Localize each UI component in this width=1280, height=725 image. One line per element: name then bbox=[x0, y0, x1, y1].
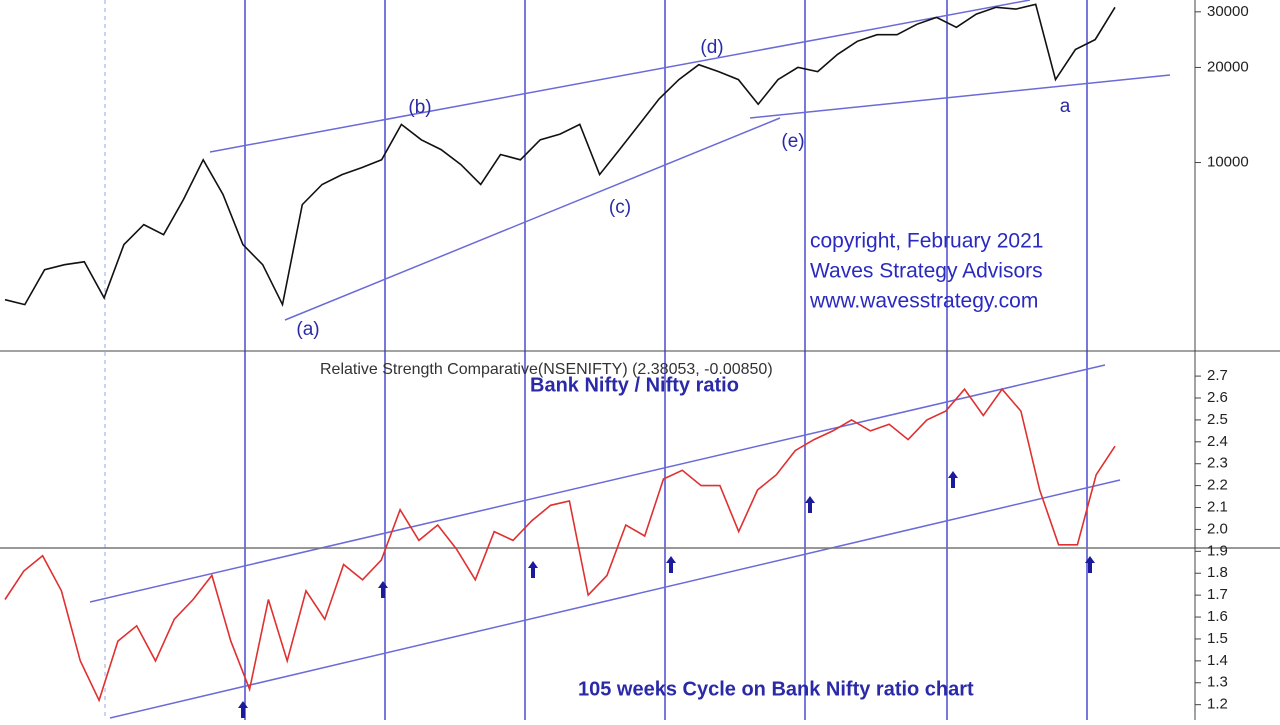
annotation: (e) bbox=[781, 131, 804, 152]
y-tick-label: 30000 bbox=[1207, 3, 1249, 20]
series-line bbox=[4, 387, 1116, 703]
arrow bbox=[948, 471, 958, 488]
y-tick-label: 1.9 bbox=[1207, 542, 1228, 559]
y-tick-label: 1.4 bbox=[1207, 652, 1228, 669]
y-tick-label: 1.5 bbox=[1207, 630, 1228, 647]
annotation: 105 weeks Cycle on Bank Nifty ratio char… bbox=[578, 678, 974, 700]
y-tick-label: 1.7 bbox=[1207, 586, 1228, 603]
y-tick-label: 2.4 bbox=[1207, 433, 1228, 450]
y-tick-label: 2.0 bbox=[1207, 520, 1228, 537]
y-tick-label: 1.6 bbox=[1207, 608, 1228, 625]
arrow bbox=[805, 496, 815, 513]
y-tick-label: 10000 bbox=[1207, 154, 1249, 171]
copyright-line: copyright, February 2021 bbox=[810, 230, 1043, 253]
arrow bbox=[238, 701, 248, 718]
copyright-line: www.wavesstrategy.com bbox=[809, 290, 1038, 313]
y-tick-label: 1.2 bbox=[1207, 696, 1228, 713]
trend-lines bbox=[89, 0, 1171, 719]
arrow bbox=[528, 561, 538, 578]
arrow bbox=[378, 581, 388, 598]
y-tick-label: 2.1 bbox=[1207, 498, 1228, 515]
arrow bbox=[666, 556, 676, 573]
y-tick-label: 20000 bbox=[1207, 58, 1249, 75]
y-tick-label: 2.3 bbox=[1207, 455, 1228, 472]
series-line bbox=[4, 3, 1116, 308]
subtitle: Relative Strength Comparative(NSENIFTY) … bbox=[320, 361, 773, 378]
annotation: (a) bbox=[296, 319, 319, 340]
arrow bbox=[1085, 556, 1095, 573]
title: Bank Nifty / Nifty ratio bbox=[530, 374, 739, 396]
copyright-line: Waves Strategy Advisors bbox=[810, 260, 1043, 283]
annotation: a bbox=[1060, 96, 1071, 117]
y-tick-label: 2.2 bbox=[1207, 477, 1228, 494]
y-tick-label: 1.3 bbox=[1207, 674, 1228, 691]
y-tick-label: 2.6 bbox=[1207, 389, 1228, 406]
annotation: (c) bbox=[609, 197, 631, 218]
y-tick-label: 2.7 bbox=[1207, 367, 1228, 384]
annotation: (b) bbox=[408, 97, 431, 118]
annotation: (d) bbox=[700, 37, 723, 58]
y-tick-label: 2.5 bbox=[1207, 411, 1228, 428]
y-tick-label: 1.8 bbox=[1207, 564, 1228, 581]
